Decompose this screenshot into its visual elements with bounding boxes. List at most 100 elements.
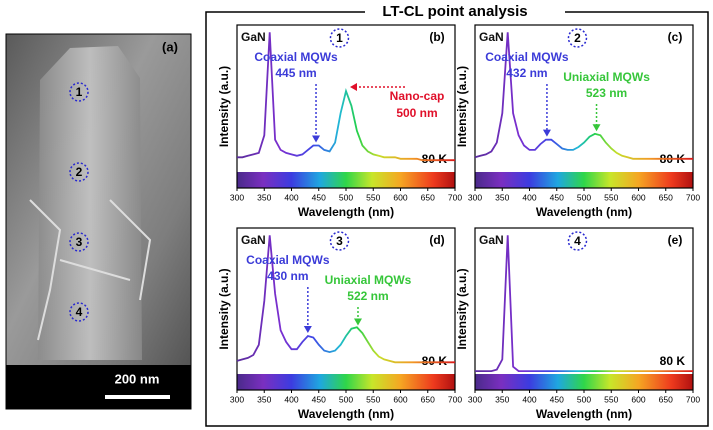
x-tick-label: 600 — [631, 394, 645, 404]
x-tick-label: 500 — [577, 192, 591, 202]
panel-label: (e) — [668, 233, 683, 247]
spectrum-line — [236, 235, 455, 364]
x-tick-label: 400 — [284, 394, 298, 404]
x-tick-label: 550 — [366, 394, 380, 404]
point-label: 1 — [336, 31, 343, 45]
y-axis-label: Intensity (a.u.) — [217, 268, 231, 349]
spectrum-strip — [237, 172, 455, 188]
point-marker — [329, 28, 350, 48]
annotation-text: 523 nm — [586, 86, 627, 100]
annotation-text: Coaxial MQWs — [246, 253, 330, 267]
annotation-text: Coaxial MQWs — [485, 50, 569, 64]
temperature: 80 K — [660, 354, 686, 368]
x-tick-label: 350 — [257, 394, 271, 404]
x-tick-label: 450 — [550, 192, 564, 202]
scale-bg — [6, 365, 191, 409]
x-axis-label: Wavelength (nm) — [298, 205, 394, 219]
peak-label: GaN — [479, 30, 504, 44]
point-label: 4 — [574, 234, 581, 248]
sem-image: 200 nm (a) — [5, 33, 192, 410]
point-marker — [329, 231, 350, 251]
annotation-text: 430 nm — [267, 269, 308, 283]
point-label: 2 — [574, 31, 581, 45]
x-tick-label: 550 — [604, 394, 618, 404]
temperature: 80 K — [422, 354, 448, 368]
x-axis-label: Wavelength (nm) — [298, 407, 394, 421]
point-marker — [69, 162, 89, 182]
scale-label: 200 nm — [115, 371, 160, 386]
annotation-text: 432 nm — [506, 66, 547, 80]
pillar — [38, 46, 142, 360]
x-tick-label: 700 — [686, 192, 700, 202]
x-tick-label: 700 — [686, 394, 700, 404]
x-axis-label: Wavelength (nm) — [536, 407, 632, 421]
x-tick-label: 300 — [468, 394, 482, 404]
spectrum-line — [474, 32, 693, 160]
x-tick-label: 700 — [448, 394, 462, 404]
x-tick-label: 650 — [659, 192, 673, 202]
x-tick-label: 350 — [495, 394, 509, 404]
y-axis-label: Intensity (a.u.) — [455, 268, 469, 349]
panel-label: (c) — [668, 30, 683, 44]
panel-label: (b) — [429, 30, 444, 44]
x-tick-label: 500 — [577, 394, 591, 404]
arrow-head — [350, 83, 357, 91]
point-label: 4 — [76, 305, 83, 319]
x-tick-label: 450 — [312, 192, 326, 202]
x-axis-label: Wavelength (nm) — [536, 205, 632, 219]
x-tick-label: 700 — [448, 192, 462, 202]
arrow-head — [353, 318, 362, 326]
x-tick-label: 350 — [495, 192, 509, 202]
point-label: 3 — [336, 234, 343, 248]
point-marker — [69, 232, 89, 252]
point-marker — [567, 28, 588, 48]
annotation-text: 500 nm — [396, 106, 437, 120]
arrow-head — [542, 129, 551, 137]
point-marker — [567, 231, 588, 251]
annotation-text: Uniaxial MQWs — [325, 273, 412, 287]
figure-title: LT-CL point analysis — [382, 3, 527, 20]
spectrum-line — [237, 32, 455, 162]
point-marker — [69, 302, 89, 322]
spectrum-strip — [237, 374, 455, 390]
annotation-text: 522 nm — [347, 289, 388, 303]
annotation-text: Nano-cap — [390, 89, 445, 103]
spectrum-strip — [475, 172, 693, 188]
x-tick-label: 400 — [522, 192, 536, 202]
x-tick-label: 300 — [468, 192, 482, 202]
spectrum-line — [475, 235, 693, 372]
annotation-text: 445 nm — [275, 66, 316, 80]
peak-label: GaN — [479, 233, 504, 247]
arrow-head — [592, 124, 601, 132]
x-tick-label: 300 — [230, 192, 244, 202]
x-tick-label: 450 — [312, 394, 326, 404]
x-tick-label: 650 — [421, 394, 435, 404]
point-label: 3 — [76, 235, 83, 249]
y-axis-label: Intensity (a.u.) — [217, 66, 231, 147]
x-tick-label: 500 — [339, 192, 353, 202]
facets — [29, 199, 152, 341]
panel-label: (a) — [162, 39, 178, 54]
x-tick-label: 550 — [366, 192, 380, 202]
x-tick-label: 300 — [230, 394, 244, 404]
x-tick-label: 650 — [659, 394, 673, 404]
x-tick-label: 500 — [339, 394, 353, 404]
x-tick-label: 350 — [257, 192, 271, 202]
spectrum-strip — [475, 374, 693, 390]
point-label: 2 — [76, 165, 83, 179]
annotation-text: Coaxial MQWs — [254, 50, 338, 64]
x-tick-label: 650 — [421, 192, 435, 202]
peak-label: GaN — [241, 233, 266, 247]
x-tick-label: 600 — [393, 192, 407, 202]
temperature: 80 K — [422, 152, 448, 166]
x-tick-label: 450 — [550, 394, 564, 404]
title-bg — [365, 2, 565, 22]
x-tick-label: 600 — [631, 192, 645, 202]
y-axis-label: Intensity (a.u.) — [455, 66, 469, 147]
x-tick-label: 400 — [522, 394, 536, 404]
peak-label: GaN — [241, 30, 266, 44]
arrow-head — [312, 135, 321, 143]
x-tick-label: 600 — [393, 394, 407, 404]
point-label: 1 — [76, 85, 83, 99]
